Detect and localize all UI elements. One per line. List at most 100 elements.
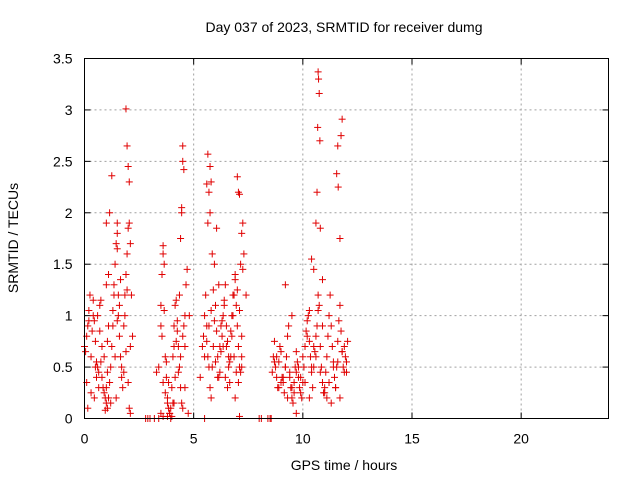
data-point	[122, 271, 130, 278]
data-point	[175, 291, 183, 299]
data-point	[294, 363, 302, 371]
data-point	[301, 343, 309, 350]
data-point	[344, 337, 352, 345]
data-point	[158, 271, 166, 278]
data-point	[226, 379, 234, 386]
data-point	[97, 296, 105, 304]
data-point	[118, 373, 126, 381]
data-point	[334, 337, 342, 345]
data-point	[213, 327, 221, 335]
data-point	[94, 312, 102, 320]
data-point	[153, 368, 161, 376]
data-point	[325, 312, 333, 320]
data-point	[318, 322, 326, 330]
data-point	[184, 409, 192, 417]
plot-frame	[84, 58, 609, 419]
data-point	[214, 373, 222, 381]
data-point	[277, 348, 285, 356]
data-point	[161, 353, 169, 361]
data-point	[172, 337, 180, 345]
data-point	[157, 322, 165, 330]
data-point	[318, 379, 326, 386]
data-point	[217, 348, 225, 356]
data-point	[224, 384, 232, 392]
data-point	[95, 368, 103, 376]
data-point	[281, 363, 289, 371]
data-point	[282, 353, 290, 361]
x-tick-label: 0	[81, 431, 89, 447]
data-point	[214, 353, 222, 361]
data-point	[238, 229, 246, 237]
data-point	[316, 137, 324, 145]
data-point	[315, 301, 323, 309]
data-point	[96, 301, 104, 309]
data-point	[226, 358, 234, 366]
data-point	[100, 353, 108, 361]
y-tick-label: 0	[65, 411, 73, 427]
data-point	[175, 363, 183, 371]
data-point	[337, 132, 345, 140]
data-point	[114, 312, 122, 320]
data-point	[334, 183, 342, 191]
data-point	[208, 250, 216, 258]
data-point	[303, 317, 311, 325]
data-point	[323, 353, 331, 361]
data-point	[273, 353, 281, 361]
axis-ticks	[84, 58, 609, 419]
data-point	[103, 368, 111, 376]
data-point	[125, 178, 133, 186]
data-point	[97, 358, 105, 366]
data-point	[86, 291, 94, 299]
data-point	[292, 409, 300, 417]
data-point	[234, 379, 242, 386]
data-point	[334, 142, 342, 150]
data-point	[215, 281, 223, 289]
data-point	[122, 105, 130, 113]
data-point	[213, 224, 221, 232]
data-point	[201, 312, 209, 320]
data-point	[297, 373, 305, 381]
data-point	[114, 291, 122, 299]
data-point	[173, 327, 181, 335]
data-point	[298, 394, 306, 402]
data-point	[126, 343, 134, 350]
data-point	[119, 384, 127, 392]
data-point	[171, 373, 179, 381]
data-point	[231, 271, 239, 278]
data-point	[336, 394, 344, 402]
data-point	[314, 291, 322, 299]
data-point	[204, 219, 212, 227]
data-point	[233, 286, 241, 294]
data-point	[196, 373, 204, 381]
data-point	[202, 291, 210, 299]
data-point	[179, 157, 187, 165]
data-point	[335, 317, 343, 325]
data-point	[289, 399, 297, 407]
data-point	[315, 75, 323, 83]
data-point	[285, 322, 293, 330]
x-tick-label: 20	[513, 431, 529, 447]
data-point	[209, 343, 217, 350]
data-point	[165, 379, 173, 386]
y-tick-label: 0.5	[53, 359, 73, 375]
data-point	[325, 379, 333, 386]
data-point	[216, 368, 224, 376]
data-point	[219, 343, 227, 350]
data-point	[242, 291, 250, 299]
data-point	[101, 406, 109, 414]
data-point	[167, 404, 175, 412]
data-point	[316, 224, 324, 232]
data-point	[113, 219, 121, 227]
data-point	[210, 317, 218, 325]
data-point	[85, 307, 93, 314]
data-point	[199, 332, 207, 340]
data-point	[219, 312, 227, 320]
data-point	[179, 404, 187, 412]
data-point	[205, 188, 213, 196]
data-point	[159, 242, 167, 250]
data-point	[341, 353, 349, 361]
x-tick-label: 15	[404, 431, 420, 447]
data-point	[93, 373, 101, 381]
data-point	[220, 301, 228, 309]
